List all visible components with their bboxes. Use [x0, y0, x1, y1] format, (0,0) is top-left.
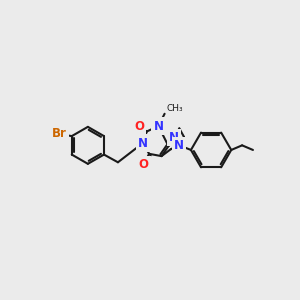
Text: N: N: [138, 136, 148, 149]
Text: Br: Br: [52, 127, 67, 140]
Text: O: O: [134, 120, 144, 134]
Text: O: O: [139, 158, 149, 171]
Text: CH₃: CH₃: [166, 104, 183, 113]
Text: N: N: [153, 120, 164, 133]
Text: N: N: [174, 139, 184, 152]
Text: N: N: [169, 131, 179, 144]
